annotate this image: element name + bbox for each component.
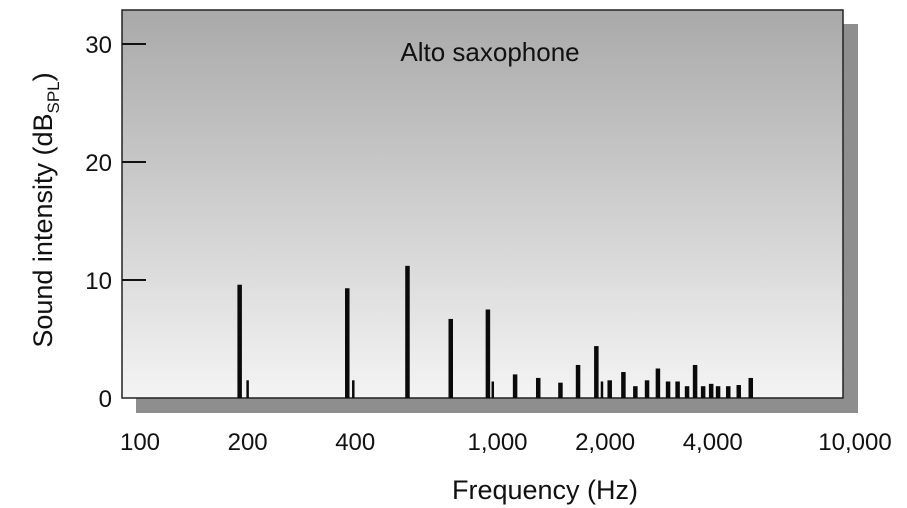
x-tick-label: 1,000 — [467, 429, 527, 456]
y-axis-title-main: Sound intensity (dB — [28, 114, 58, 348]
spectral-line — [594, 346, 599, 398]
spectral-line — [692, 364, 698, 398]
spectral-line — [684, 386, 690, 398]
spectral-line — [246, 380, 249, 398]
spectral-line — [736, 385, 742, 398]
spectral-line — [600, 381, 604, 398]
spectral-line — [633, 386, 638, 398]
y-axis-title-subscript: SPL — [44, 81, 63, 113]
y-tick-label: 20 — [85, 150, 112, 177]
chart-title: Alto saxophone — [400, 37, 579, 67]
spectral-line — [748, 377, 754, 398]
primary-harmonics — [237, 265, 754, 398]
spectral-line — [700, 386, 706, 398]
minor-components — [246, 380, 604, 398]
spectral-line — [655, 368, 661, 398]
y-axis-title-close: ) — [28, 72, 58, 81]
y-axis: 0 10 20 30 — [85, 32, 146, 413]
spectral-line — [621, 372, 626, 398]
y-tick-label: 30 — [85, 32, 112, 59]
x-tick-label: 4,000 — [683, 429, 743, 456]
spectral-line — [237, 284, 242, 398]
spectral-line — [352, 380, 355, 398]
spectral-line — [715, 386, 721, 398]
y-axis-title: Sound intensity (dBSPL) — [28, 72, 63, 347]
spectral-line — [405, 265, 410, 398]
x-axis: 100 200 400 1,000 2,000 4,000 10,000 — [120, 429, 892, 456]
spectral-line — [725, 386, 731, 398]
x-tick-label: 200 — [228, 429, 268, 456]
spectral-line — [644, 380, 650, 398]
plot-area — [121, 9, 844, 399]
x-tick-label: 10,000 — [818, 429, 891, 456]
spectral-line — [708, 383, 714, 398]
spectral-line — [558, 382, 563, 398]
spectral-line — [535, 377, 541, 398]
spectral-line — [512, 374, 518, 398]
y-tick-label: 10 — [85, 268, 112, 295]
x-tick-label: 100 — [120, 429, 160, 456]
x-axis-title: Frequency (Hz) — [452, 475, 638, 505]
x-tick-label: 400 — [335, 429, 375, 456]
y-tick-label: 0 — [99, 386, 112, 413]
spectral-line — [491, 381, 495, 398]
spectral-line — [345, 288, 350, 398]
spectral-line — [575, 364, 581, 398]
spectral-line — [675, 381, 680, 398]
spectral-line — [665, 381, 671, 398]
spectral-line — [607, 380, 612, 398]
spectral-line — [485, 309, 491, 398]
spectral-line — [448, 318, 454, 398]
x-tick-label: 2,000 — [575, 429, 635, 456]
